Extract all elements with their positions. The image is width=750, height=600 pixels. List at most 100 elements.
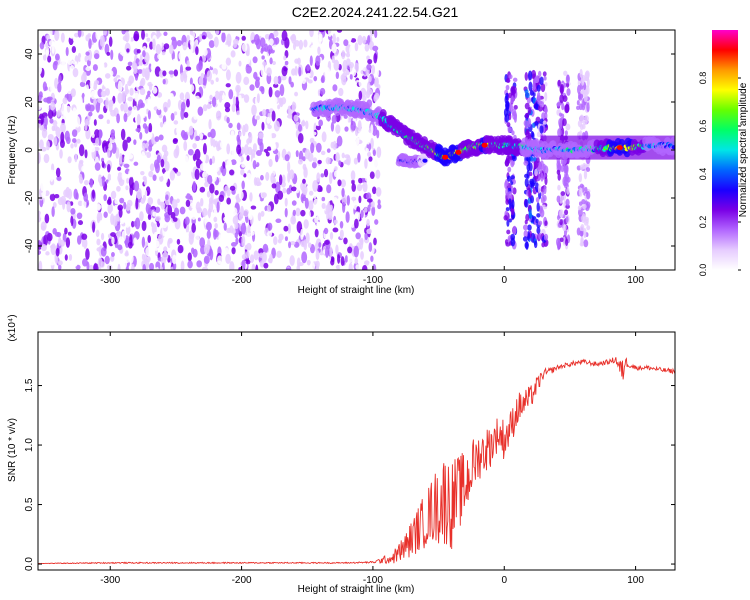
spectrogram-noise-cell <box>64 227 68 235</box>
spectrogram-noise-cell <box>172 262 177 270</box>
spectrogram-noise-cell <box>243 94 250 103</box>
spectrogram-noise-cell <box>81 165 87 173</box>
spectrogram-noise-cell <box>368 242 373 252</box>
x-tick-label: -200 <box>232 575 252 586</box>
spectrogram-noise-cell <box>151 77 156 85</box>
spectrogram-noise-cell <box>46 232 53 242</box>
spectrogram-noise-cell <box>284 207 288 218</box>
spectrogram-band-cell <box>532 92 536 97</box>
spectrogram-noise-cell <box>194 168 200 181</box>
spectrogram-band-cell <box>557 79 561 87</box>
spectrogram-noise-cell <box>338 160 342 166</box>
spectrogram-noise-cell <box>275 181 281 194</box>
spectrogram-noise-cell <box>60 32 65 43</box>
spectrogram-noise-cell <box>366 228 372 235</box>
spectrogram-noise-cell <box>38 239 41 246</box>
spectrogram-noise-cell <box>220 30 227 33</box>
x-tick-label: -200 <box>232 275 252 286</box>
spectrogram-band-cell <box>581 198 586 205</box>
spectrogram-noise-cell <box>247 211 253 221</box>
spectrogram-noise-cell <box>354 126 359 137</box>
spectrogram-noise-cell <box>199 237 206 248</box>
spectrogram-noise-cell <box>212 73 217 79</box>
spectrogram-noise-cell <box>240 146 245 155</box>
spectrogram-noise-cell <box>335 264 341 270</box>
spectrogram-noise-cell <box>313 198 320 209</box>
spectrogram-noise-cell <box>279 157 284 162</box>
spectrogram-noise-cell <box>374 219 379 225</box>
spectrogram-noise-cell <box>183 155 189 167</box>
spectrogram-band-cell <box>585 218 589 224</box>
spectrogram-noise-cell <box>258 132 264 139</box>
spectrogram-noise-cell <box>191 247 195 254</box>
spectrogram-band-cell <box>529 180 534 188</box>
spectrogram-noise-cell <box>53 136 58 146</box>
spectrogram-band-cell <box>586 102 590 113</box>
spectrogram-noise-cell <box>72 244 78 252</box>
spectrogram-band-cell <box>508 92 512 99</box>
spectrogram-noise-cell <box>257 163 264 175</box>
spectrogram-noise-cell <box>149 163 155 172</box>
spectrogram-noise-cell <box>162 101 169 113</box>
spectrogram-noise-cell <box>246 155 250 162</box>
spectrogram-noise-cell <box>90 90 96 100</box>
spectrogram-noise-cell <box>156 154 161 164</box>
spectrogram-noise-cell <box>243 209 249 218</box>
spectrogram-noise-cell <box>326 184 332 194</box>
spectrogram-noise-cell <box>115 158 120 168</box>
spectrogram-noise-cell <box>192 181 197 192</box>
spectrogram-noise-cell <box>374 67 380 78</box>
spectrogram-noise-cell <box>147 197 154 206</box>
spectrogram-noise-cell <box>136 187 142 200</box>
spectrogram-noise-cell <box>43 102 50 112</box>
spectrogram-noise-cell <box>211 155 216 164</box>
spectrogram-noise-cell <box>272 205 279 213</box>
spectrogram-noise-cell <box>188 175 193 181</box>
spectrogram-noise-cell <box>231 103 236 113</box>
spectrogram-noise-cell <box>154 98 159 106</box>
spectrogram-band-cell <box>542 71 547 77</box>
spectrogram-noise-cell <box>273 120 280 132</box>
spectrogram-band-cell <box>535 196 540 203</box>
spectrogram-noise-cell <box>334 166 338 171</box>
spectrogram-noise-cell <box>294 91 299 97</box>
spectrogram-band-cell <box>543 108 548 113</box>
spectrogram-noise-cell <box>127 61 133 66</box>
spectrogram-noise-cell <box>256 197 260 210</box>
spectrogram-noise-cell <box>65 46 69 57</box>
spectrogram-noise-cell <box>348 262 353 270</box>
spectrogram-noise-cell <box>133 139 137 145</box>
spectrogram-noise-cell <box>189 35 195 47</box>
spectrogram-noise-cell <box>125 217 131 228</box>
spectrogram-noise-cell <box>335 244 339 255</box>
spectrogram-noise-cell <box>187 149 194 156</box>
spectrogram-noise-cell <box>211 171 217 182</box>
spectrogram-noise-cell <box>147 131 153 139</box>
spectrogram-noise-cell <box>244 159 251 171</box>
spectrogram-noise-cell <box>272 44 278 51</box>
spectrogram-noise-cell <box>264 43 269 53</box>
spectrogram-noise-cell <box>160 158 165 168</box>
spectrogram-noise-cell <box>279 84 285 97</box>
spectrogram-noise-cell <box>115 147 120 160</box>
spectrogram-noise-cell <box>175 145 180 157</box>
spectrogram-noise-cell <box>165 36 171 45</box>
spectrogram-noise-cell <box>354 257 359 265</box>
spectrogram-noise-cell <box>72 169 77 177</box>
spectrogram-noise-cell <box>59 149 63 159</box>
spectrogram-noise-cell <box>366 55 370 61</box>
spectrogram-noise-cell <box>117 92 123 104</box>
spectrogram-noise-cell <box>277 75 282 85</box>
spectrogram-noise-cell <box>321 75 325 83</box>
spectrogram-noise-cell <box>235 237 239 245</box>
spectrogram-band-cell <box>525 130 530 138</box>
spectrogram-band-cell <box>566 88 571 96</box>
spectrogram-noise-cell <box>303 239 308 251</box>
spectrogram-band-cell <box>507 166 512 173</box>
spectrogram-noise-cell <box>184 216 190 226</box>
spectrogram-noise-cell <box>173 69 179 77</box>
spectrogram-noise-cell <box>351 196 357 201</box>
spectrogram-noise-cell <box>153 231 158 239</box>
spectrogram-noise-cell <box>370 255 374 262</box>
spectrogram-noise-cell <box>204 181 209 188</box>
